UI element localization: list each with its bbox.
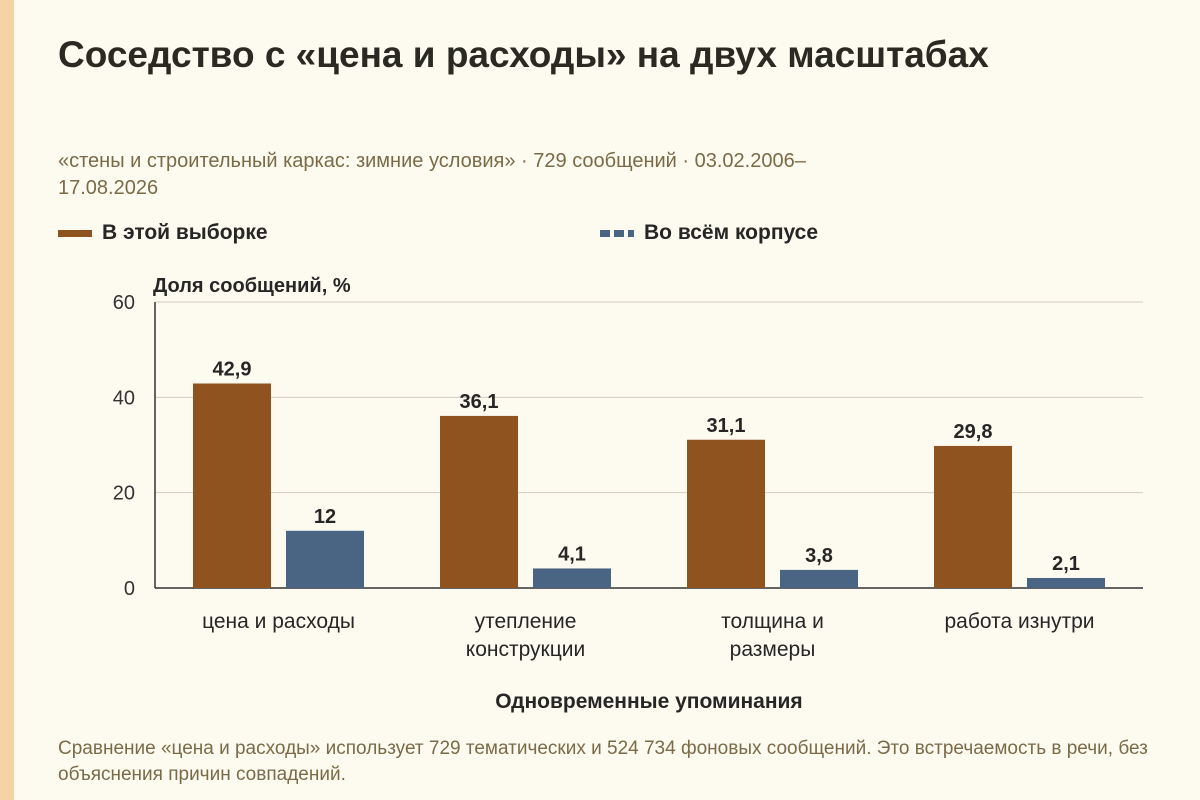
data-label: 42,9: [213, 359, 252, 381]
bar: [687, 439, 765, 588]
y-tick-label: 0: [124, 578, 135, 600]
y-tick-label: 20: [113, 483, 135, 505]
accent-stripe: [0, 0, 14, 800]
chart-subtitle: «стены и строительный каркас: зимние усл…: [58, 150, 806, 199]
y-tick-label: 40: [113, 387, 135, 409]
chart-title: Соседство с «цена и расходы» на двух мас…: [58, 34, 989, 75]
bar: [1027, 577, 1105, 588]
x-tick-label: цена и расходы: [202, 610, 355, 633]
legend-item-corpus: Во всём корпусе: [600, 219, 818, 247]
bar: [193, 383, 271, 588]
legend-item-sample: В этой выборке: [58, 219, 268, 247]
legend-label-sample: В этой выборке: [102, 221, 268, 244]
data-label: 31,1: [707, 415, 746, 437]
legend-swatch-corpus: [600, 229, 634, 237]
data-label: 36,1: [460, 391, 499, 413]
bar: [934, 445, 1012, 588]
y-axis-label: Доля сообщений, %: [153, 275, 351, 297]
y-tick-label: 60: [113, 292, 135, 314]
data-label: 2,1: [1052, 553, 1080, 575]
x-tick-label: работа изнутри: [945, 610, 1095, 633]
legend-label-corpus: Во всём корпусе: [644, 221, 819, 244]
x-tick-label: размеры: [730, 638, 816, 661]
chart-footnote: Сравнение «цена и расходы» использует 72…: [58, 738, 1148, 785]
data-label: 3,8: [805, 545, 833, 567]
legend-swatch-sample: [58, 229, 92, 237]
data-label: 29,8: [954, 421, 993, 443]
bar: [286, 530, 364, 588]
bar: [440, 415, 518, 588]
x-axis-label: Одновременные упоминания: [495, 690, 802, 713]
data-label: 12: [314, 506, 336, 528]
x-tick-label: конструкции: [466, 638, 585, 661]
bar: [533, 568, 611, 588]
bar: [780, 569, 858, 588]
x-tick-label: утепление: [475, 610, 577, 633]
data-label: 4,1: [558, 543, 586, 565]
x-tick-label: толщина и: [721, 610, 824, 633]
